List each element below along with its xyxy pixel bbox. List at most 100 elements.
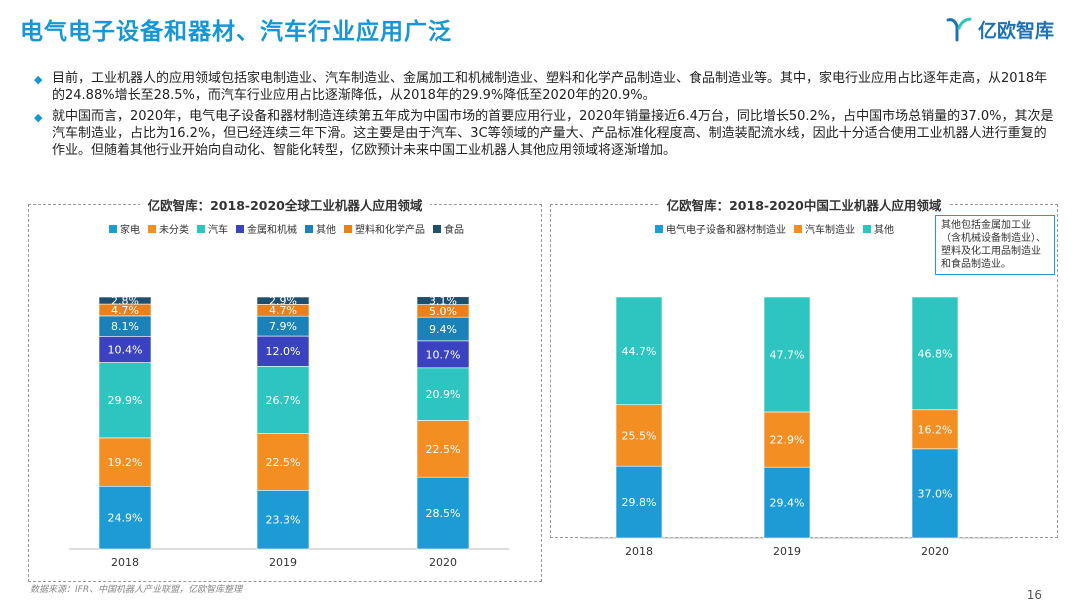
page-title: 电气电子设备和器材、汽车行业应用广泛 bbox=[20, 19, 452, 45]
legend-swatch bbox=[344, 224, 352, 233]
china-chart-svg: 29.8% 25.5% 44.7% 2018 29.4% 22.9% 47.7% 2019 37… bbox=[581, 296, 1011, 558]
legend-swatch bbox=[109, 224, 117, 233]
data-label: 19.2% bbox=[108, 456, 143, 469]
bullet-text: 就中国而言，2020年，电气电子设备和器材制造连续第五年成为中国市场的首要应用行… bbox=[52, 109, 1054, 158]
legend-label: 塑料和化学产品 bbox=[355, 225, 425, 236]
bar-segment bbox=[98, 485, 152, 550]
brand-logo-icon bbox=[946, 17, 972, 42]
data-label: 22.9% bbox=[770, 434, 805, 447]
bar-segment bbox=[416, 476, 470, 550]
data-label: 23.3% bbox=[266, 514, 301, 527]
global-chart-svg: 24.9%19.2%29.9%10.4%8.1%4.7%2.8%201823.3… bbox=[69, 295, 509, 569]
bullet-text: 目前，工业机器人的应用领域包括家电制造业、汽车制造业、金属加工和机械制造业、塑料… bbox=[52, 71, 1048, 103]
bar-segment bbox=[911, 296, 959, 411]
x-tick-label: 2020 bbox=[921, 545, 949, 558]
data-label: 47.7% bbox=[770, 348, 805, 361]
data-label: 4.7% bbox=[111, 304, 139, 317]
legend-item: 家电 bbox=[109, 221, 140, 236]
page-number: 16 bbox=[1026, 588, 1042, 602]
legend-item: 塑料和化学产品 bbox=[344, 221, 425, 236]
global-chart-legend: 家电 未分类 汽车 金属和机械 其他 塑料和化学产品 食品 bbox=[109, 221, 472, 236]
data-label: 12.0% bbox=[266, 345, 301, 358]
legend-swatch bbox=[305, 224, 313, 233]
bar-segment bbox=[615, 465, 663, 539]
china-chart-legend: 电气电子设备和器材制造业 汽车制造业 其他 bbox=[655, 221, 902, 236]
bar-segment bbox=[911, 448, 959, 539]
x-tick-label: 2020 bbox=[429, 556, 457, 569]
data-label: 2.8% bbox=[111, 295, 139, 308]
bar-segment bbox=[98, 336, 152, 363]
bar-segment bbox=[416, 420, 470, 478]
legend-item: 食品 bbox=[433, 221, 464, 236]
bar-segment bbox=[615, 296, 663, 406]
data-label: 20.9% bbox=[426, 388, 461, 401]
data-label: 29.9% bbox=[108, 394, 143, 407]
bar-segment bbox=[763, 466, 811, 539]
x-tick-label: 2019 bbox=[773, 545, 801, 558]
legend-label: 未分类 bbox=[159, 225, 189, 236]
data-label: 2.9% bbox=[269, 295, 297, 308]
bar-segment bbox=[256, 296, 310, 305]
legend-label: 汽车 bbox=[208, 225, 228, 236]
data-label: 26.7% bbox=[266, 394, 301, 407]
legend-label: 其他 bbox=[316, 225, 336, 236]
legend-swatch bbox=[863, 224, 871, 233]
x-tick-label: 2019 bbox=[269, 556, 297, 569]
bar-segment bbox=[416, 296, 470, 305]
data-label: 22.5% bbox=[266, 456, 301, 469]
legend-item: 汽车 bbox=[197, 221, 228, 236]
bar-segment bbox=[98, 296, 152, 305]
diamond-bullet-icon: ◆ bbox=[34, 73, 43, 86]
legend-label: 其他 bbox=[874, 225, 894, 236]
x-tick-label: 2018 bbox=[111, 556, 139, 569]
data-label: 22.5% bbox=[426, 443, 461, 456]
data-label: 9.4% bbox=[429, 323, 457, 336]
legend-item: 其他 bbox=[305, 221, 336, 236]
bar-segment bbox=[615, 404, 663, 467]
data-label: 29.4% bbox=[770, 497, 805, 510]
bullet-item: ◆ 目前，工业机器人的应用领域包括家电制造业、汽车制造业、金属加工和机械制造业、… bbox=[34, 70, 1054, 104]
bar-segment bbox=[416, 340, 470, 369]
data-label: 10.4% bbox=[108, 343, 143, 356]
bar-segment bbox=[98, 362, 152, 439]
data-label: 29.8% bbox=[622, 496, 657, 509]
data-label: 25.5% bbox=[622, 429, 657, 442]
data-label: 3.1% bbox=[429, 295, 457, 308]
legend-item: 金属和机械 bbox=[236, 221, 297, 236]
data-source: 数据来源：IFR、中国机器人产业联盟，亿欧智库整理 bbox=[30, 585, 243, 595]
brand-logo-text: 亿欧智库 bbox=[977, 19, 1054, 42]
legend-item: 电气电子设备和器材制造业 bbox=[655, 221, 786, 236]
data-label: 7.9% bbox=[269, 320, 297, 333]
legend-swatch bbox=[148, 224, 156, 233]
legend-swatch bbox=[236, 224, 244, 233]
data-label: 28.5% bbox=[426, 507, 461, 520]
legend-item: 其他 bbox=[863, 221, 894, 236]
data-label: 16.2% bbox=[918, 423, 953, 436]
data-label: 24.9% bbox=[108, 512, 143, 525]
legend-swatch bbox=[433, 224, 441, 233]
data-label: 4.7% bbox=[269, 304, 297, 317]
data-label: 10.7% bbox=[426, 348, 461, 361]
diamond-bullet-icon: ◆ bbox=[34, 111, 43, 124]
legend-swatch bbox=[197, 224, 205, 233]
bar-segment bbox=[256, 335, 310, 367]
chart-note: 其他包括金属加工业（含机械设备制造业）、塑料及化工用品制造业和食品制造业。 bbox=[935, 215, 1055, 275]
china-chart-panel: 亿欧智库：2018-2020中国工业机器人应用领域 电气电子设备和器材制造业 汽车… bbox=[550, 198, 1058, 558]
legend-label: 食品 bbox=[444, 225, 464, 236]
data-label: 44.7% bbox=[622, 345, 657, 358]
data-label: 8.1% bbox=[111, 320, 139, 333]
bar-segment bbox=[98, 437, 152, 487]
china-chart-title: 亿欧智库：2018-2020中国工业机器人应用领域 bbox=[551, 195, 1057, 214]
legend-swatch bbox=[794, 224, 802, 233]
data-label: 5.0% bbox=[429, 305, 457, 318]
legend-label: 电气电子设备和器材制造业 bbox=[666, 225, 786, 236]
x-tick-label: 2018 bbox=[625, 545, 653, 558]
bar-segment bbox=[256, 489, 310, 550]
legend-label: 金属和机械 bbox=[247, 225, 297, 236]
bar-segment bbox=[256, 433, 310, 491]
data-label: 37.0% bbox=[918, 487, 953, 500]
bar-segment bbox=[416, 367, 470, 421]
legend-item: 汽车制造业 bbox=[794, 221, 855, 236]
legend-label: 家电 bbox=[120, 225, 140, 236]
brand-logo: 亿欧智库 bbox=[944, 14, 1054, 44]
